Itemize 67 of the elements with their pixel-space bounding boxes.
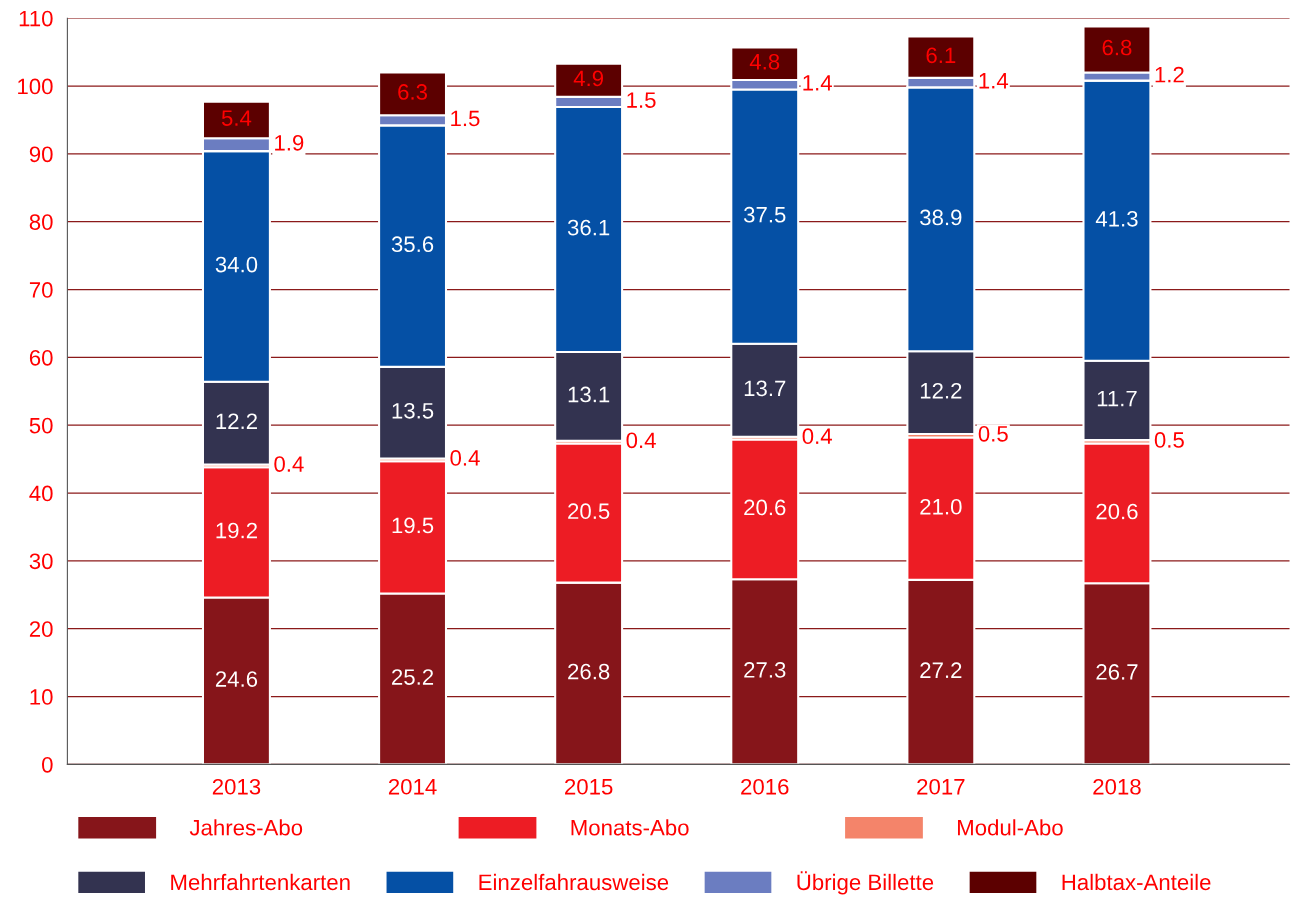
legend-label: Übrige Billette [797, 871, 934, 895]
data-label: 13.5 [392, 402, 434, 419]
data-label: 1.4 [979, 73, 1009, 89]
data-label: 5.4 [221, 110, 252, 126]
y-tick-label: 0 [42, 756, 53, 773]
data-label: 11.7 [1097, 390, 1137, 407]
data-label: 1.4 [803, 75, 832, 91]
legend-label: Monats-Abo [571, 819, 689, 836]
data-label: 0.4 [626, 432, 656, 449]
x-tick-label: 2016 [741, 778, 789, 795]
data-label: 19.2 [216, 522, 257, 539]
legend-label: Modul-Abo [958, 819, 1063, 836]
x-tick-label: 2013 [212, 778, 261, 795]
legend-label: Mehrfahrtenkarten [171, 873, 350, 891]
data-label: 38.9 [920, 209, 962, 226]
data-label: 21.0 [920, 498, 962, 515]
data-label: 41.3 [1095, 210, 1138, 227]
data-label: 0.5 [1154, 432, 1184, 448]
data-label: 34.0 [215, 256, 258, 273]
data-label: 37.5 [743, 206, 786, 223]
data-label: 20.6 [744, 499, 786, 516]
y-tick-label: 60 [29, 349, 53, 366]
data-label: 27.2 [920, 662, 962, 678]
data-label: 35.6 [391, 236, 434, 253]
legend-label: Halbtax-Anteile [1062, 873, 1211, 891]
data-label: 1.5 [627, 92, 656, 108]
data-label: 13.1 [568, 386, 610, 403]
data-label: 4.9 [573, 70, 604, 87]
x-tick-label: 2018 [1093, 778, 1141, 795]
data-label: 1.2 [1155, 66, 1184, 83]
data-label: 6.1 [926, 47, 956, 64]
y-tick-label: 110 [19, 10, 53, 27]
y-tick-label: 40 [29, 485, 53, 502]
data-label: 36.1 [567, 219, 610, 236]
data-label: 25.2 [392, 669, 434, 685]
data-label: 13.7 [744, 380, 786, 397]
data-label: 19.5 [392, 517, 434, 534]
y-tick-label: 50 [29, 417, 53, 434]
data-label: 20.6 [1096, 503, 1138, 520]
data-label: 12.2 [920, 382, 962, 399]
data-label: 24.6 [215, 671, 258, 687]
data-label: 0.4 [274, 456, 304, 472]
data-label: 20.5 [568, 503, 610, 520]
data-label: 0.5 [978, 425, 1008, 442]
legend-label: Einzelfahrausweise [479, 873, 669, 891]
x-tick-label: 2015 [565, 778, 613, 795]
y-tick-label: 100 [18, 78, 53, 95]
x-tick-label: 2017 [917, 778, 965, 795]
y-tick-label: 80 [29, 214, 53, 230]
legend-label: Jahres-Abo [189, 819, 303, 836]
y-tick-label: 20 [29, 621, 53, 637]
data-label: 0.4 [802, 428, 832, 445]
data-label: 6.8 [1102, 39, 1132, 56]
x-tick-label: 2014 [388, 778, 437, 795]
data-label: 4.8 [749, 53, 780, 70]
y-tick-label: 90 [29, 146, 53, 163]
data-label: 26.8 [568, 663, 610, 680]
data-label: 1.5 [451, 110, 480, 127]
y-tick-label: 30 [29, 553, 53, 570]
data-label: 0.4 [450, 450, 480, 466]
data-label: 12.2 [216, 413, 257, 429]
data-label: 6.3 [398, 84, 428, 100]
y-tick-label: 10 [30, 689, 53, 705]
y-tick-label: 70 [29, 282, 53, 298]
data-label: 1.9 [275, 134, 304, 151]
data-label: 27.3 [744, 662, 786, 678]
data-label: 26.7 [1096, 664, 1138, 680]
